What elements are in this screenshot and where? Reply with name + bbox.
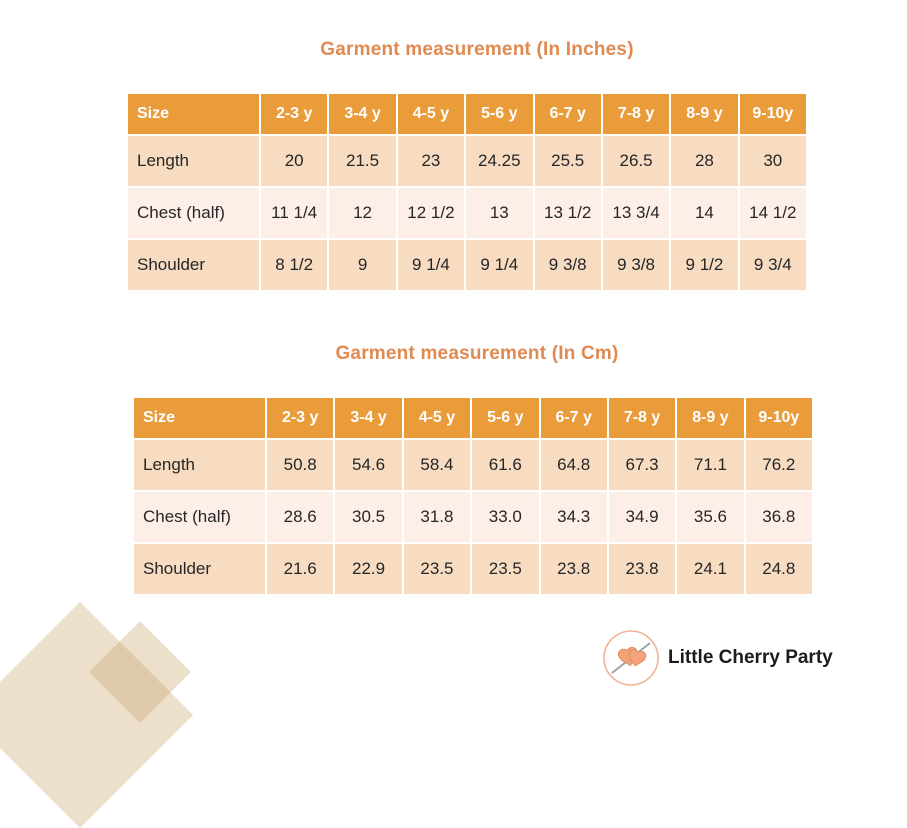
age-header-cell: 5-6 y: [470, 396, 541, 440]
table-title-cm: Garment measurement (In Cm): [335, 343, 619, 364]
value-cell: 14: [669, 186, 740, 240]
value-cell: 71.1: [675, 438, 746, 492]
age-header-cell: 3-4 y: [327, 92, 398, 136]
value-cell: 12 1/2: [395, 186, 467, 240]
value-cell: 9 3/4: [737, 238, 809, 292]
age-header-cell: 7-8 y: [600, 92, 672, 136]
table-row: Length 20 21.5 23 24.25 25.5 26.5 28 30: [126, 134, 809, 188]
table-row: Chest (half) 28.6 30.5 31.8 33.0 34.3 34.9 35.6…: [132, 490, 815, 544]
value-cell: 22.9: [333, 542, 404, 596]
table-row: Chest (half) 11 1/4 12 12 1/2 13 13 1/2 13 3/4…: [126, 186, 809, 240]
value-cell: 30: [737, 134, 809, 188]
value-cell: 34.9: [606, 490, 678, 544]
value-cell: 14 1/2: [737, 186, 809, 240]
value-cell: 21.5: [327, 134, 398, 188]
age-header-cell: 4-5 y: [401, 396, 473, 440]
value-cell: 24.25: [464, 134, 535, 188]
value-cell: 9 3/8: [532, 238, 603, 292]
row-label-cell: Shoulder: [132, 542, 267, 596]
value-cell: 61.6: [470, 438, 541, 492]
value-cell: 76.2: [743, 438, 815, 492]
value-cell: 12: [327, 186, 398, 240]
value-cell: 23.8: [606, 542, 678, 596]
value-cell: 21.6: [264, 542, 336, 596]
age-header-cell: 8-9 y: [669, 92, 740, 136]
row-label-cell: Chest (half): [126, 186, 261, 240]
value-cell: 23: [395, 134, 467, 188]
value-cell: 30.5: [333, 490, 404, 544]
table-row: Shoulder 8 1/2 9 9 1/4 9 1/4 9 3/8 9 3/8 9 1/2 9…: [126, 238, 809, 292]
value-cell: 13 3/4: [600, 186, 672, 240]
brand-logo: Little Cherry Party: [601, 627, 833, 689]
value-cell: 36.8: [743, 490, 815, 544]
age-header-cell: 9-10y: [737, 92, 809, 136]
row-label-cell: Chest (half): [132, 490, 267, 544]
size-header-cell: Size: [132, 396, 267, 440]
row-label-cell: Length: [132, 438, 267, 492]
age-header-cell: 9-10y: [743, 396, 815, 440]
table-row: Shoulder 21.6 22.9 23.5 23.5 23.8 23.8 24.1 24.8: [132, 542, 815, 596]
value-cell: 13 1/2: [532, 186, 603, 240]
value-cell: 33.0: [470, 490, 541, 544]
value-cell: 24.8: [743, 542, 815, 596]
value-cell: 9 1/4: [395, 238, 467, 292]
value-cell: 24.1: [675, 542, 746, 596]
value-cell: 23.8: [538, 542, 609, 596]
value-cell: 35.6: [675, 490, 746, 544]
value-cell: 20: [258, 134, 330, 188]
size-header-cell: Size: [126, 92, 261, 136]
age-header-cell: 6-7 y: [538, 396, 609, 440]
value-cell: 28: [669, 134, 740, 188]
age-header-cell: 5-6 y: [464, 92, 535, 136]
value-cell: 23.5: [401, 542, 473, 596]
value-cell: 25.5: [532, 134, 603, 188]
value-cell: 54.6: [333, 438, 404, 492]
value-cell: 67.3: [606, 438, 678, 492]
value-cell: 9 1/2: [669, 238, 740, 292]
value-cell: 50.8: [264, 438, 336, 492]
value-cell: 9 3/8: [600, 238, 672, 292]
value-cell: 23.5: [470, 542, 541, 596]
value-cell: 8 1/2: [258, 238, 330, 292]
value-cell: 11 1/4: [258, 186, 330, 240]
age-header-cell: 4-5 y: [395, 92, 467, 136]
brand-name: Little Cherry Party: [668, 647, 833, 668]
table-title-inches: Garment measurement (In Inches): [320, 39, 634, 60]
age-header-cell: 6-7 y: [532, 92, 603, 136]
age-header-cell: 3-4 y: [333, 396, 404, 440]
age-header-cell: 2-3 y: [264, 396, 336, 440]
value-cell: 9 1/4: [464, 238, 535, 292]
value-cell: 58.4: [401, 438, 473, 492]
age-header-cell: 7-8 y: [606, 396, 678, 440]
row-label-cell: Shoulder: [126, 238, 261, 292]
value-cell: 28.6: [264, 490, 336, 544]
value-cell: 26.5: [600, 134, 672, 188]
value-cell: 64.8: [538, 438, 609, 492]
age-header-cell: 2-3 y: [258, 92, 330, 136]
age-header-cell: 8-9 y: [675, 396, 746, 440]
cherry-hearts-icon: [603, 630, 659, 686]
row-label-cell: Length: [126, 134, 261, 188]
value-cell: 34.3: [538, 490, 609, 544]
value-cell: 9: [327, 238, 398, 292]
value-cell: 13: [464, 186, 535, 240]
decor-diamond-large-shape: [0, 601, 194, 828]
table-row: Length 50.8 54.6 58.4 61.6 64.8 67.3 71.1 76.2: [132, 438, 815, 492]
value-cell: 31.8: [401, 490, 473, 544]
size-chart-page: Garment measurement (In Inches) Size 2-3 …: [0, 39, 833, 828]
